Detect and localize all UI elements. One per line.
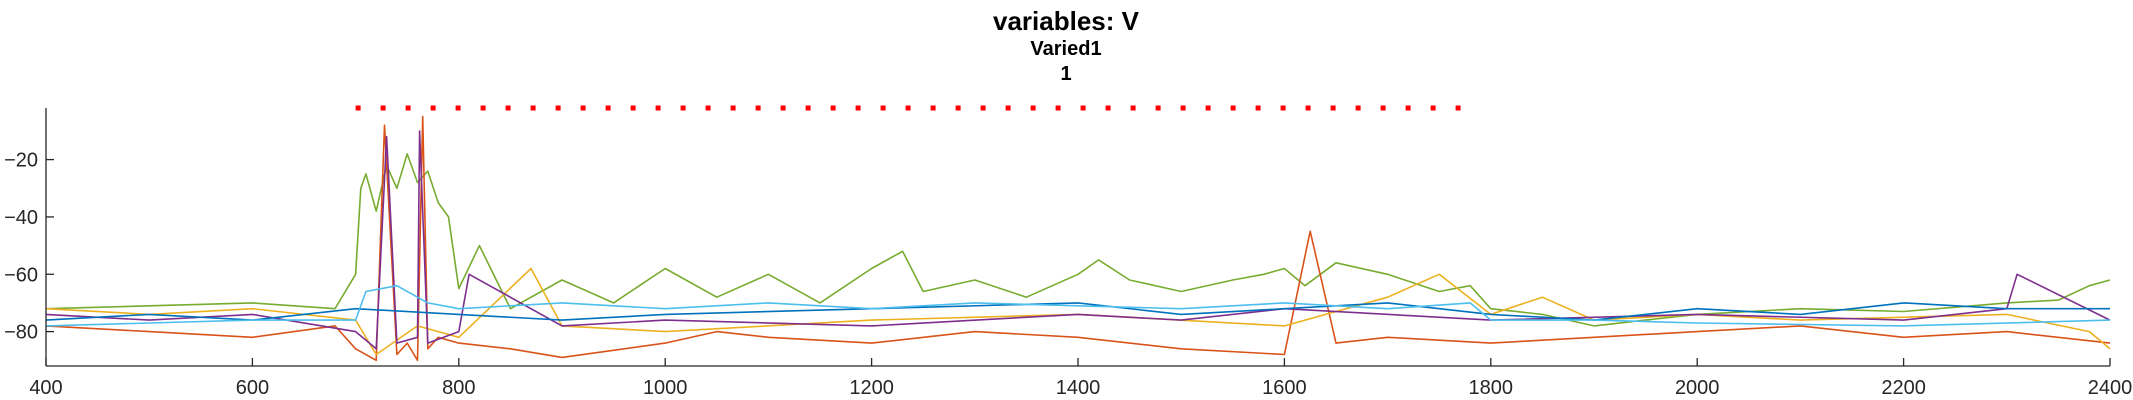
series-line-6 <box>45 284 2111 327</box>
axes <box>45 108 2110 367</box>
x-tick-label: 1000 <box>643 377 688 399</box>
x-tick-label: 600 <box>236 377 269 399</box>
y-tick-label: −80 <box>4 322 38 344</box>
x-tick-label: 2200 <box>1881 377 1926 399</box>
chart-subtitle: Varied1 <box>1030 38 1101 60</box>
x-tick-label: 2400 <box>2088 377 2133 399</box>
chart-subsubtitle: 1 <box>1060 63 1071 85</box>
y-tick-label: −20 <box>4 150 38 172</box>
x-tick-label: 1600 <box>1262 377 1307 399</box>
x-ticks: 400 600 800 1000 1200 1400 1600 1800 2000 2200 240… <box>29 358 2132 399</box>
series-line-5 <box>45 302 2110 321</box>
x-tick-label: 800 <box>442 377 475 399</box>
series-layer <box>45 115 2111 362</box>
x-tick-label: 1800 <box>1469 377 1514 399</box>
y-tick-label: −60 <box>4 264 38 286</box>
x-tick-label: 2000 <box>1675 377 1720 399</box>
y-tick-label: −40 <box>4 207 38 229</box>
chart-title: variables: V <box>993 6 1140 36</box>
series-line-4 <box>45 130 2111 350</box>
series-line-1 <box>45 153 2111 327</box>
series-line-2 <box>45 115 2111 362</box>
y-ticks: −20 −40 −60 −80 <box>4 150 54 344</box>
x-tick-label: 1200 <box>849 377 894 399</box>
x-tick-label: 400 <box>29 377 62 399</box>
x-tick-label: 1400 <box>1056 377 1101 399</box>
series-line-3 <box>45 267 2111 356</box>
